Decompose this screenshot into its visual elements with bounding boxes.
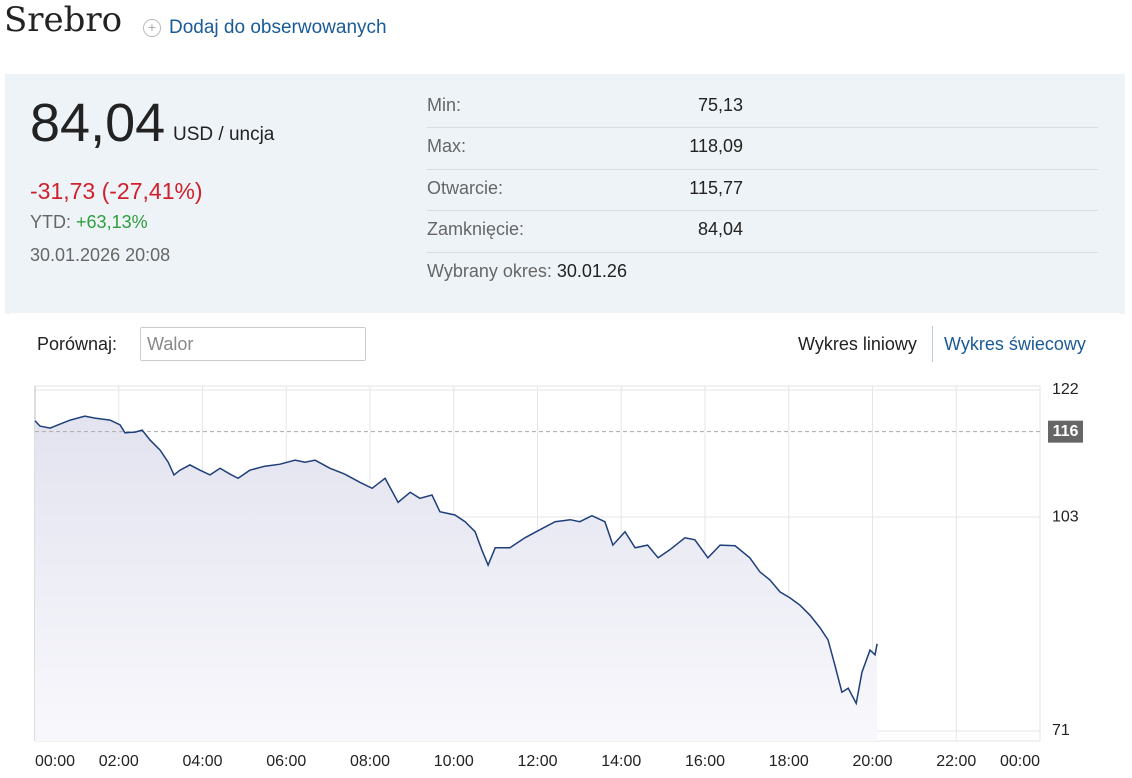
stat-value: 84,04	[697, 219, 743, 239]
x-tick-label: 18:00	[769, 753, 809, 770]
ytd-value: +63,13%	[76, 212, 148, 232]
watch-link[interactable]: + Dodaj do obserwowanych	[143, 17, 387, 39]
x-tick-label: 04:00	[182, 753, 222, 770]
period-label: Wybrany okres:	[427, 261, 552, 281]
stat-label: Max:	[427, 136, 467, 156]
stat-value: 115,77	[689, 178, 743, 198]
quote-panel	[5, 74, 1125, 314]
reference-label: 116	[1053, 423, 1079, 440]
separator	[427, 252, 1098, 253]
stat-value: 118,09	[689, 136, 743, 156]
compare-input[interactable]: Walor	[140, 327, 366, 361]
x-tick-label: 02:00	[99, 753, 139, 770]
x-tick-label: 14:00	[601, 753, 641, 770]
x-tick-label: 06:00	[266, 753, 306, 770]
timestamp: 30.01.2026 20:08	[30, 245, 171, 265]
separator	[427, 210, 1098, 211]
y-tick-label: 122	[1052, 381, 1079, 398]
ytd-label: YTD:	[30, 212, 72, 232]
stat-label: Min:	[427, 95, 462, 115]
x-tick-label: 22:00	[936, 753, 976, 770]
reference-badge	[1048, 420, 1083, 443]
x-tick-label: 00:00	[1000, 753, 1040, 770]
x-tick-label: 16:00	[685, 753, 725, 770]
separator	[427, 127, 1098, 128]
page-title: Srebro	[4, 0, 123, 40]
separator	[427, 169, 1098, 170]
ytd: YTD: +63,13%	[30, 212, 148, 233]
unit: USD / uncja	[173, 124, 275, 145]
compare-label: Porównaj:	[37, 334, 118, 354]
candle-tab[interactable]: Wykres świecowy	[944, 334, 1086, 354]
x-tick-label: 10:00	[434, 753, 474, 770]
plus-icon: +	[143, 19, 161, 37]
y-tick-label: 103	[1052, 508, 1079, 525]
stat-value: 75,13	[697, 95, 743, 115]
period: Wybrany okres: 30.01.26	[427, 261, 627, 282]
x-tick-label: 20:00	[852, 753, 892, 770]
price: 84,04	[30, 93, 166, 153]
watch-text[interactable]: Dodaj do obserwowanych	[169, 17, 387, 38]
stat-label: Zamknięcie:	[427, 219, 525, 239]
y-tick-label: 71	[1052, 722, 1070, 739]
stat-label: Otwarcie:	[427, 178, 504, 198]
change: -31,73 (-27,41%)	[30, 178, 203, 204]
tab-separator	[932, 326, 933, 362]
x-tick-label: 00:00	[35, 753, 75, 770]
price-line	[34, 415, 878, 706]
x-tick-label: 12:00	[517, 753, 557, 770]
period-value: 30.01.26	[556, 261, 627, 281]
line-tab[interactable]: Wykres liniowy	[798, 334, 917, 354]
area	[35, 416, 878, 741]
x-tick-label: 08:00	[350, 753, 390, 770]
